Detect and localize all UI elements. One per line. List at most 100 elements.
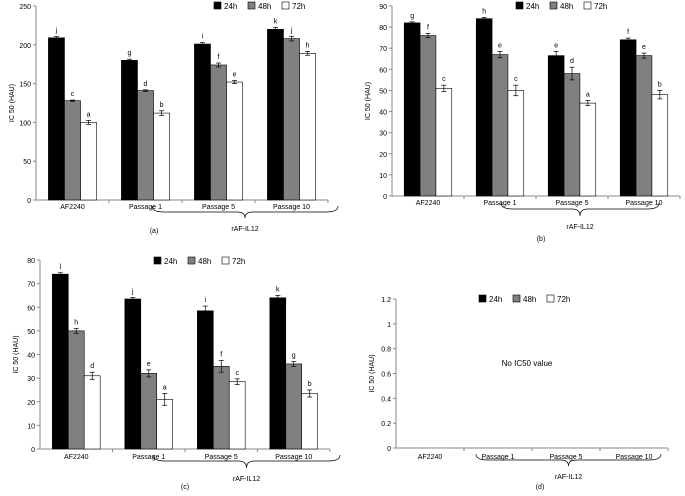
legend-label-48h: 48h [198, 257, 211, 266]
y-tick-label: 30 [379, 131, 387, 138]
x-category-label: Passage 1 [132, 454, 165, 461]
x-category-label: Passage 5 [205, 454, 238, 461]
group-label: rAF-IL12 [233, 476, 260, 483]
y-tick-label: 10 [27, 423, 35, 430]
significance-letter: e [498, 42, 502, 49]
panel-label: (b) [537, 236, 546, 243]
bar-24h-passage-10 [267, 28, 284, 201]
bar-72h-passage-10 [299, 53, 316, 201]
significance-letter: k [274, 18, 278, 25]
x-category-label: Passage 10 [616, 454, 653, 461]
y-tick-label: 0.6 [381, 372, 391, 379]
x-category-label: AF2240 [418, 454, 443, 461]
significance-letter: f [627, 29, 629, 36]
legend-swatch-72h [583, 1, 592, 10]
significance-letter: b [308, 381, 312, 388]
y-tick-label: 150 [19, 82, 31, 89]
y-tick-label: 0 [383, 194, 387, 201]
y-tick-label: 70 [379, 46, 387, 53]
y-tick-label: 40 [27, 353, 35, 360]
legend-swatch-24h [213, 1, 222, 10]
x-category-label: AF2240 [416, 200, 441, 207]
bar-48h-af2240 [67, 330, 85, 450]
y-tick-label: 0 [31, 447, 35, 454]
panel-label: (d) [536, 484, 545, 491]
chart-panel-4: 0 0.2 0.4 0.6 0.8 1 1.2 IC 50 (HAU) AF2240 Passag… [369, 294, 669, 491]
bar-48h-af2240 [64, 100, 81, 201]
y-tick-label: 200 [19, 43, 31, 50]
significance-letter: e [642, 44, 646, 51]
y-tick-label: 70 [27, 282, 35, 289]
y-tick-label: 20 [27, 400, 35, 407]
legend-label-72h: 72h [557, 295, 570, 304]
y-tick-label: 1 [387, 322, 391, 329]
x-category-label: Passage 10 [275, 454, 312, 461]
chart-panel-3: 0 10 20 30 40 50 60 70 80 IC 50 (HAU) AF2240 l h d Pas… [13, 256, 341, 491]
y-axis-title: IC 50 (HAU) [13, 335, 20, 373]
significance-letter: h [482, 8, 486, 15]
significance-letter: j [131, 289, 134, 296]
panel-label: (c) [181, 484, 189, 491]
bar-24h-af2240 [52, 273, 69, 450]
bar-48h-passage-10 [635, 55, 653, 197]
y-tick-label: 80 [27, 258, 35, 265]
significance-letter: i [202, 33, 204, 40]
chart-panel-2: 0 10 20 30 40 50 60 70 80 90 IC 50 (HAU) AF2240 g f c P… [365, 1, 681, 243]
y-tick-label: 0 [387, 446, 391, 453]
x-category-label: AF2240 [60, 204, 85, 211]
x-category-label: Passage 5 [555, 200, 588, 207]
group-label: rAF-IL12 [231, 226, 258, 233]
no-data-annotation: No IC50 value [502, 359, 553, 368]
significance-letter: g [410, 13, 414, 20]
bar-72h-passage-5 [228, 381, 246, 450]
legend-swatch-24h [153, 256, 162, 265]
y-axis-title: IC 50 (HAU) [369, 354, 376, 392]
x-category-label: AF2240 [64, 454, 89, 461]
significance-letter: g [292, 353, 296, 360]
significance-letter: a [586, 92, 590, 99]
significance-letter: k [276, 286, 280, 293]
bar-24h-passage-1 [475, 18, 493, 197]
legend-swatch-72h [546, 294, 555, 303]
legend-label-24h: 24h [489, 295, 502, 304]
legend-label-24h: 24h [526, 2, 539, 11]
bar-24h-passage-10 [619, 39, 637, 197]
legend-swatch-24h [515, 1, 524, 10]
significance-letter: d [90, 363, 94, 370]
y-tick-label: 40 [379, 110, 387, 117]
significance-letter: e [554, 42, 558, 49]
x-category-label: Passage 1 [129, 204, 162, 211]
y-tick-label: 250 [19, 4, 31, 11]
significance-letter: a [163, 384, 167, 391]
y-tick-label: 0.2 [381, 421, 391, 428]
y-tick-label: 10 [379, 173, 387, 180]
y-tick-label: 50 [379, 88, 387, 95]
bar-24h-passage-1 [124, 298, 142, 450]
panel-label: (a) [150, 228, 159, 235]
group-brace [500, 202, 660, 217]
significance-letter: f [427, 24, 429, 31]
bar-72h-passage-5 [226, 81, 243, 201]
bar-72h-passage-10 [301, 393, 318, 450]
y-tick-label: 0.8 [381, 347, 391, 354]
chart-panel-1: 0 50 100 150 200 250 IC 50 (HAU) AF2240 j c a Passa… [9, 1, 339, 235]
y-tick-label: 60 [379, 67, 387, 74]
significance-letter: j [290, 27, 293, 34]
y-tick-label: 30 [27, 376, 35, 383]
legend-swatch-48h [549, 1, 558, 10]
legend-swatch-72h [281, 1, 290, 10]
legend-swatch-72h [221, 256, 230, 265]
group-brace [475, 453, 662, 467]
significance-letter: i [205, 297, 207, 304]
y-tick-label: 100 [19, 120, 31, 127]
group-brace [151, 205, 339, 219]
x-category-label: Passage 5 [549, 454, 582, 461]
bar-24h-passage-10 [269, 297, 287, 450]
significance-letter: d [144, 81, 148, 88]
x-category-label: Passage 10 [626, 200, 663, 207]
significance-letter: e [147, 361, 151, 368]
bar-24h-passage-5 [547, 55, 565, 197]
significance-letter: e [233, 71, 237, 78]
x-category-label: Passage 1 [483, 200, 516, 207]
